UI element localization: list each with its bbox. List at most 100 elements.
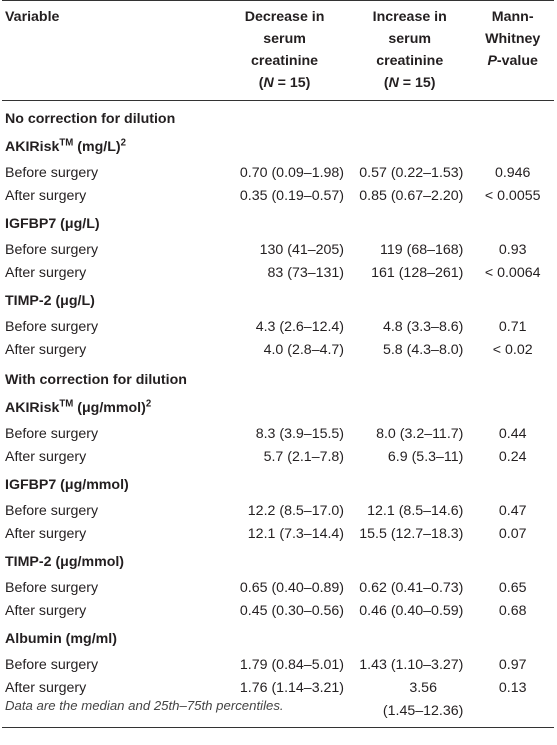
subsection-title: AKIRiskTM (mg/L)2 — [2, 131, 554, 162]
table-body: No correction for dilution AKIRiskTM (mg/… — [2, 101, 554, 728]
increase-value: 6.9 (5.3–11) — [387, 449, 464, 465]
increase-value: 12.1 (8.5–14.6) — [367, 503, 464, 519]
header-variable: Variable — [5, 9, 60, 25]
group-heading-row: No correction for dilution — [2, 101, 554, 132]
decrease-value: 130 (41–205) — [259, 242, 345, 258]
table-row: After surgery 0.45 (0.30–0.56) 0.46 (0.40–… — [2, 600, 554, 623]
table-row: Before surgery 4.3 (2.6–12.4) 4.8 (3.3–8.6… — [2, 316, 554, 339]
subsection-name: IGFBP7 (μg/L) — [5, 216, 100, 232]
group-title: With correction for dilution — [5, 372, 187, 388]
decrease-value: 1.79 (0.84–5.01) — [239, 657, 345, 673]
row-label: Before surgery — [5, 242, 99, 258]
table-row: After surgery 0.35 (0.19–0.57) 0.85 (0.67–… — [2, 185, 554, 208]
decrease-value: 0.65 (0.40–0.89) — [239, 580, 345, 596]
increase-value: 4.8 (3.3–8.6) — [382, 319, 464, 335]
increase-value: 161 (128–261) — [371, 265, 464, 281]
p-value: < 0.0055 — [484, 188, 541, 204]
decrease-value: 0.70 (0.09–1.98) — [239, 165, 345, 181]
decrease-value: 83 (73–131) — [267, 265, 345, 281]
header-increase: Increase in serum creatinine (N = 15) — [348, 1, 471, 101]
increase-value: 5.8 (4.3–8.0) — [382, 342, 464, 358]
increase-value-line: (1.45–12.36) — [382, 703, 464, 719]
subsection-heading-row: IGFBP7 (μg/mmol) — [2, 469, 554, 500]
header-increase-line3: creatinine — [376, 53, 444, 69]
subsection-unit: (mg/L) — [73, 139, 121, 155]
subsection-title: IGFBP7 (μg/L) — [2, 208, 554, 239]
table-row: Before surgery 12.2 (8.5–17.0) 12.1 (8.5–1… — [2, 500, 554, 523]
header-increase-n: (N = 15) — [383, 75, 436, 91]
table-header: Variable Decrease in serum creatinine (N… — [2, 0, 554, 101]
subsection-name: TIMP-2 (μg/L) — [5, 293, 95, 309]
p-value: 0.93 — [498, 242, 527, 258]
subsection-title: Albumin (mg/ml) — [2, 623, 554, 654]
increase-value: 3.56 (1.45–12.36) — [348, 677, 471, 728]
subsection-heading-row: AKIRiskTM (mg/L)2 — [2, 131, 554, 162]
increase-value: 0.62 (0.41–0.73) — [359, 580, 464, 596]
subsection-name: IGFBP7 (μg/mmol) — [5, 477, 129, 493]
row-label: Before surgery — [5, 580, 99, 596]
header-decrease-line3: creatinine — [251, 53, 319, 69]
table-footnote: Data are the median and 25th–75th percen… — [5, 698, 284, 713]
row-label: After surgery — [5, 188, 87, 204]
row-label: After surgery — [5, 526, 87, 542]
decrease-value: 4.0 (2.8–4.7) — [263, 342, 345, 358]
table-row: Before surgery 1.79 (0.84–5.01) 1.43 (1.10… — [2, 654, 554, 677]
header-pvalue-line3: P-value — [487, 53, 538, 69]
subsection-heading-row: IGFBP7 (μg/L) — [2, 208, 554, 239]
subsection-heading-row: TIMP-2 (μg/mmol) — [2, 546, 554, 577]
row-label: Before surgery — [5, 426, 99, 442]
header-decrease: Decrease in serum creatinine (N = 15) — [221, 1, 348, 101]
increase-value: 0.85 (0.67–2.20) — [359, 188, 464, 204]
p-value: 0.13 — [498, 680, 527, 696]
row-label: After surgery — [5, 265, 87, 281]
table-row: After surgery 5.7 (2.1–7.8) 6.9 (5.3–11) 0.… — [2, 446, 554, 469]
subsection-name: Albumin (mg/ml) — [5, 631, 117, 647]
subsection-unit: (μg/mmol) — [73, 400, 146, 416]
header-increase-line2: serum — [388, 31, 431, 47]
decrease-value: 0.35 (0.19–0.57) — [239, 188, 345, 204]
increase-value-line: 3.56 — [409, 680, 437, 696]
row-label: After surgery — [5, 342, 87, 358]
row-label: Before surgery — [5, 165, 99, 181]
p-value: < 0.02 — [492, 342, 533, 358]
header-pvalue: Mann- Whitney P-value — [471, 1, 554, 101]
table-row: After surgery 12.1 (7.3–14.4) 15.5 (12.7–1… — [2, 523, 554, 546]
row-label: Before surgery — [5, 657, 99, 673]
table-row: Before surgery 130 (41–205) 119 (68–168) 0.… — [2, 239, 554, 262]
subsection-heading-row: TIMP-2 (μg/L) — [2, 285, 554, 316]
header-decrease-line2: serum — [263, 31, 306, 47]
table-row: Before surgery 8.3 (3.9–15.5) 8.0 (3.2–11.… — [2, 423, 554, 446]
header-pvalue-line1: Mann- — [491, 9, 534, 25]
p-value: 0.47 — [498, 503, 527, 519]
subsection-sup1: TM — [59, 137, 74, 149]
subsection-heading-row: AKIRiskTM (μg/mmol)2 — [2, 392, 554, 423]
subsection-sup2: 2 — [120, 137, 126, 149]
row-label: After surgery — [5, 680, 87, 696]
subsection-name: TIMP-2 (μg/mmol) — [5, 554, 125, 570]
p-value: 0.65 — [498, 580, 527, 596]
results-table: Variable Decrease in serum creatinine (N… — [2, 0, 554, 728]
subsection-name: AKIRisk — [5, 139, 60, 155]
decrease-value: 12.2 (8.5–17.0) — [247, 503, 345, 519]
table-row: Before surgery 0.70 (0.09–1.98) 0.57 (0.22… — [2, 162, 554, 185]
decrease-value: 0.45 (0.30–0.56) — [239, 603, 345, 619]
subsection-sup1: TM — [59, 398, 74, 410]
increase-value: 0.57 (0.22–1.53) — [359, 165, 464, 181]
row-label: After surgery — [5, 603, 87, 619]
subsection-heading-row: Albumin (mg/ml) — [2, 623, 554, 654]
p-value: 0.71 — [498, 319, 527, 335]
subsection-name: AKIRisk — [5, 400, 60, 416]
table-row: After surgery 1.76 (1.14–3.21) 3.56 (1.45–1… — [2, 677, 554, 728]
row-label: After surgery — [5, 449, 87, 465]
p-value: 0.97 — [498, 657, 527, 673]
p-value: 0.44 — [498, 426, 527, 442]
subsection-title: TIMP-2 (μg/L) — [2, 285, 554, 316]
table-row: Before surgery 0.65 (0.40–0.89) 0.62 (0.41… — [2, 577, 554, 600]
decrease-value: 1.76 (1.14–3.21) — [239, 680, 345, 696]
header-decrease-n: (N = 15) — [258, 75, 311, 91]
p-value: 0.24 — [498, 449, 527, 465]
decrease-value: 12.1 (7.3–14.4) — [247, 526, 345, 542]
subsection-sup2: 2 — [145, 398, 152, 410]
increase-value: 8.0 (3.2–11.7) — [376, 426, 464, 442]
row-label: Before surgery — [5, 503, 99, 519]
